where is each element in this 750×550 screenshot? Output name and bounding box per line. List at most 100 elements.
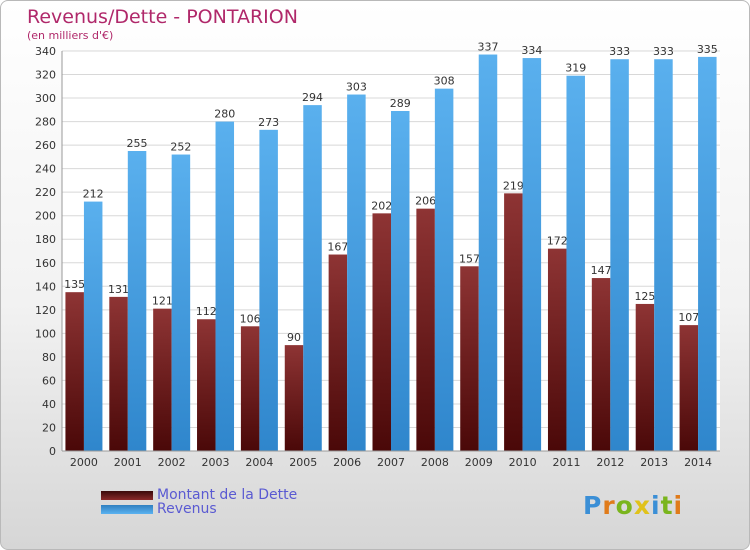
x-tick-label: 2003 xyxy=(202,456,230,469)
x-tick-label: 2000 xyxy=(70,456,98,469)
y-tick-label: 100 xyxy=(35,327,56,340)
proxiti-logo: Proxiti xyxy=(583,491,684,520)
y-tick-label: 20 xyxy=(42,421,56,434)
x-tick-label: 2001 xyxy=(114,456,142,469)
revenue-bar xyxy=(698,56,717,451)
debt-bar xyxy=(240,326,260,451)
revenue-bar xyxy=(434,88,454,451)
y-tick-label: 340 xyxy=(35,45,56,58)
revenue-bar xyxy=(522,58,542,451)
x-tick-label: 2011 xyxy=(552,456,580,469)
debt-bar xyxy=(197,319,216,451)
debt-bar xyxy=(635,303,655,451)
revenue-bar xyxy=(610,59,629,452)
legend-swatch-revenue xyxy=(101,504,153,514)
debt-value-label: 219 xyxy=(503,179,524,192)
x-tick-label: 2002 xyxy=(158,456,186,469)
y-tick-label: 0 xyxy=(49,445,56,458)
revenue-value-label: 252 xyxy=(170,141,191,154)
x-tick-label: 2010 xyxy=(509,456,537,469)
revenue-value-label: 273 xyxy=(258,116,279,129)
y-tick-label: 80 xyxy=(42,351,56,364)
legend-item-debt: Montant de la Dette xyxy=(101,487,298,503)
debt-value-label: 112 xyxy=(196,305,217,318)
x-tick-label: 2005 xyxy=(289,456,317,469)
debt-value-label: 107 xyxy=(678,311,699,324)
debt-value-label: 121 xyxy=(152,295,173,308)
x-tick-label: 2012 xyxy=(596,456,624,469)
revenue-value-label: 255 xyxy=(127,137,148,150)
revenue-bar xyxy=(171,154,191,451)
revenue-value-label: 333 xyxy=(609,45,630,58)
revenue-bar xyxy=(566,75,585,452)
x-tick-label: 2006 xyxy=(333,456,361,469)
y-tick-label: 300 xyxy=(35,92,56,105)
revenue-bar xyxy=(303,105,322,451)
debt-value-label: 90 xyxy=(287,331,301,344)
debt-value-label: 135 xyxy=(64,278,85,291)
debt-bar xyxy=(416,208,435,451)
revenue-value-label: 294 xyxy=(302,91,323,104)
debt-bar xyxy=(153,308,172,451)
revenue-bar xyxy=(654,59,673,452)
revenue-value-label: 280 xyxy=(214,108,235,121)
x-tick-label: 2004 xyxy=(245,456,273,469)
x-tick-label: 2008 xyxy=(421,456,449,469)
revenue-bar xyxy=(478,54,498,451)
y-tick-label: 180 xyxy=(35,233,56,246)
x-tick-label: 2014 xyxy=(684,456,712,469)
x-tick-label: 2009 xyxy=(465,456,493,469)
debt-value-label: 131 xyxy=(108,283,129,296)
revenue-bar xyxy=(83,201,103,451)
y-tick-label: 220 xyxy=(35,186,56,199)
revenue-bar xyxy=(215,121,235,452)
debt-bar xyxy=(284,345,304,451)
revenue-value-label: 335 xyxy=(697,43,718,56)
legend-label-debt: Montant de la Dette xyxy=(157,487,298,503)
y-tick-label: 200 xyxy=(35,210,56,223)
y-tick-label: 120 xyxy=(35,304,56,317)
debt-value-label: 202 xyxy=(371,199,392,212)
debt-bar xyxy=(328,254,348,451)
revenue-bar xyxy=(391,111,410,451)
debt-bar xyxy=(109,296,128,451)
revenue-value-label: 319 xyxy=(565,62,586,75)
revenue-value-label: 337 xyxy=(477,41,498,54)
revenue-value-label: 334 xyxy=(521,44,542,57)
legend-swatch-debt xyxy=(101,490,153,500)
revenue-bar xyxy=(259,129,278,451)
legend-label-revenue: Revenus xyxy=(157,501,217,517)
y-tick-label: 60 xyxy=(42,374,56,387)
debt-bar xyxy=(504,193,523,451)
debt-value-label: 206 xyxy=(415,195,436,208)
revenue-value-label: 308 xyxy=(434,75,455,88)
x-tick-label: 2007 xyxy=(377,456,405,469)
legend-item-revenue: Revenus xyxy=(101,501,217,517)
debt-value-label: 125 xyxy=(634,290,655,303)
y-tick-label: 260 xyxy=(35,139,56,152)
y-tick-label: 160 xyxy=(35,257,56,270)
revenue-value-label: 289 xyxy=(390,97,411,110)
y-tick-label: 40 xyxy=(42,398,56,411)
debt-bar xyxy=(65,292,84,451)
revenue-bar xyxy=(127,151,147,451)
debt-value-label: 147 xyxy=(591,264,612,277)
debt-value-label: 106 xyxy=(240,312,261,325)
y-tick-label: 280 xyxy=(35,116,56,129)
debt-bar xyxy=(591,278,611,451)
x-tick-label: 2013 xyxy=(640,456,668,469)
y-tick-label: 240 xyxy=(35,163,56,176)
debt-value-label: 157 xyxy=(459,252,480,265)
y-tick-label: 140 xyxy=(35,280,56,293)
revenue-value-label: 333 xyxy=(653,45,674,58)
debt-bar xyxy=(372,213,391,451)
revenue-value-label: 303 xyxy=(346,81,367,94)
y-tick-label: 320 xyxy=(35,69,56,82)
debt-bar xyxy=(547,248,567,451)
debt-bar xyxy=(679,325,699,451)
revenue-bar xyxy=(347,94,366,451)
chart-subtitle: (en milliers d'€) xyxy=(27,29,114,42)
debt-bar xyxy=(460,266,479,451)
